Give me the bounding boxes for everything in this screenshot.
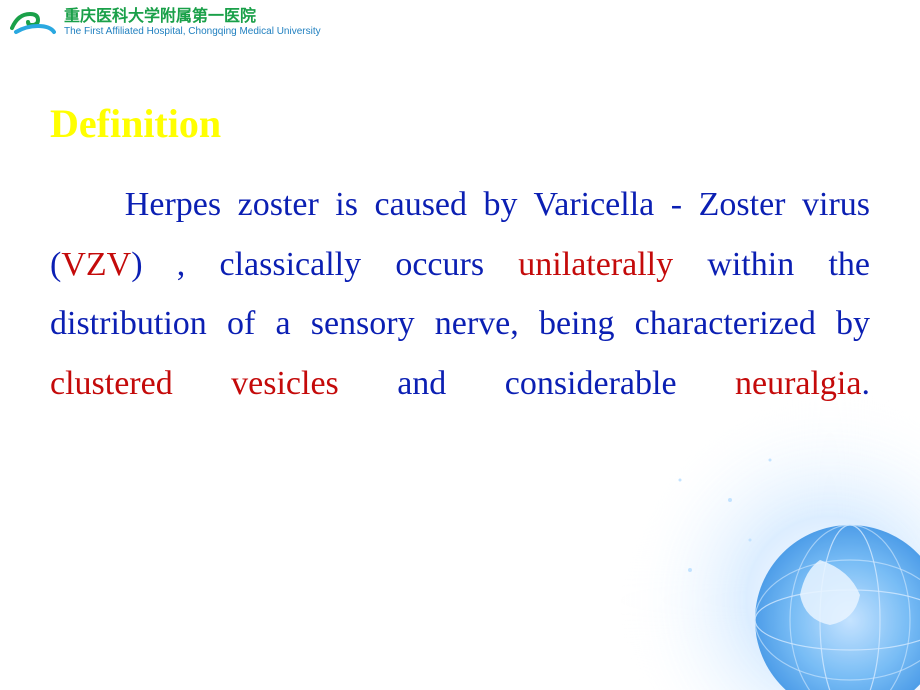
hospital-name-cn: 重庆医科大学附属第一医院 — [64, 8, 321, 26]
body-segment: ) , classically occurs — [131, 246, 518, 283]
body-segment: and considerable — [339, 365, 735, 402]
highlight-text: clustered vesicles — [50, 365, 339, 402]
slide-title: Definition — [50, 100, 870, 147]
highlight-text: neuralgia — [735, 365, 862, 402]
slide-body: Herpes zoster is caused by Varicella - Z… — [50, 175, 870, 413]
hospital-name-en: The First Affiliated Hospital, Chongqing… — [64, 26, 321, 37]
hospital-header: 重庆医科大学附属第一医院 The First Affiliated Hospit… — [10, 8, 321, 37]
highlight-text: VZV — [61, 246, 131, 283]
slide-content: Definition Herpes zoster is caused by Va… — [50, 100, 870, 413]
highlight-text: unilaterally — [518, 246, 673, 283]
hospital-logo-icon — [10, 8, 56, 36]
background-globe — [620, 390, 920, 690]
body-segment: . — [861, 365, 870, 402]
